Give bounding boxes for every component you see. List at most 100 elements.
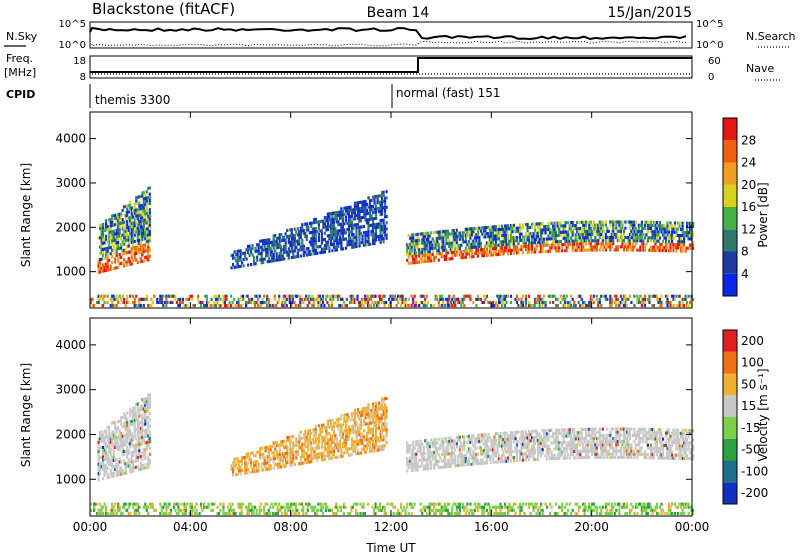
heatmap-cell	[323, 237, 326, 241]
heatmap-cell	[239, 297, 242, 301]
heatmap-cell	[341, 225, 344, 229]
heatmap-cell	[239, 249, 242, 253]
heatmap-cell	[159, 294, 162, 298]
heatmap-cell	[487, 244, 490, 248]
heatmap-cell	[643, 304, 646, 308]
heatmap-cell	[652, 294, 656, 298]
heatmap-cell	[654, 227, 657, 231]
heatmap-cell	[502, 297, 505, 301]
heatmap-cell	[329, 212, 332, 216]
heatmap-cell	[374, 195, 378, 199]
heatmap-cell	[304, 439, 307, 443]
heatmap-cell	[476, 254, 479, 258]
heatmap-cell	[591, 229, 594, 233]
heatmap-cell	[130, 240, 133, 244]
heatmap-cell	[295, 453, 298, 457]
heatmap-cell	[476, 294, 479, 298]
heatmap-cell	[287, 435, 290, 439]
heatmap-cell	[111, 248, 114, 252]
heatmap-cell	[338, 238, 341, 242]
heatmap-cell	[126, 439, 129, 443]
heatmap-cell	[310, 441, 313, 445]
heatmap-cell	[127, 229, 130, 233]
heatmap-cell	[604, 220, 607, 224]
heatmap-cell	[433, 259, 436, 263]
heatmap-cell	[129, 407, 132, 411]
heatmap-cell	[666, 230, 669, 234]
heatmap-cell	[338, 216, 341, 220]
heatmap-cell	[529, 304, 532, 308]
heatmap-cell	[335, 446, 338, 450]
heatmap-cell	[419, 257, 422, 261]
heatmap-cell	[286, 445, 289, 449]
heatmap-cell	[538, 448, 541, 452]
heatmap-cell	[133, 304, 136, 308]
heatmap-cell	[268, 454, 271, 458]
heatmap-cell	[112, 267, 115, 271]
heatmap-cell	[568, 304, 571, 308]
heatmap-cell	[416, 443, 419, 447]
heatmap-cell	[535, 222, 538, 226]
heatmap-cell	[482, 235, 485, 239]
heatmap-cell	[205, 294, 209, 298]
heatmap-cell	[499, 435, 502, 439]
heatmap-cell	[391, 297, 394, 301]
heatmap-cell	[236, 466, 239, 470]
heatmap-cell	[313, 440, 316, 444]
heatmap-cell	[564, 300, 567, 304]
heatmap-cell	[145, 431, 148, 435]
heatmap-cell	[678, 224, 681, 228]
heatmap-cell	[311, 428, 314, 432]
heatmap-cell	[571, 230, 574, 234]
heatmap-cell	[112, 235, 115, 239]
heatmap-cell	[518, 304, 522, 308]
heatmap-cell	[117, 448, 120, 452]
heatmap-cell	[352, 449, 355, 453]
heatmap-cell	[144, 419, 147, 423]
heatmap-cell	[546, 228, 549, 232]
heatmap-cell	[524, 433, 528, 437]
heatmap-cell	[505, 459, 508, 463]
heatmap-cell	[470, 242, 473, 246]
heatmap-cell	[618, 220, 621, 224]
heatmap-cell	[115, 238, 118, 242]
heatmap-cell	[628, 294, 631, 298]
heatmap-cell	[532, 454, 535, 458]
heatmap-cell	[678, 221, 681, 225]
heatmap-cell	[449, 455, 452, 459]
heatmap-cell	[514, 248, 517, 252]
heatmap-cell	[531, 235, 534, 239]
heatmap-cell	[120, 243, 123, 247]
heatmap-cell	[469, 233, 472, 237]
heatmap-cell	[287, 256, 290, 260]
heatmap-cell	[640, 236, 643, 240]
heatmap-cell	[546, 237, 549, 241]
heatmap-cell	[331, 437, 334, 441]
heatmap-cell	[469, 246, 472, 250]
heatmap-cell	[643, 220, 646, 224]
heatmap-cell	[535, 432, 538, 436]
heatmap-cell	[251, 470, 254, 474]
heatmap-cell	[289, 463, 292, 467]
heatmap-cell	[356, 216, 360, 220]
heatmap-cell	[325, 448, 328, 452]
heatmap-cell	[452, 235, 455, 239]
heatmap-cell	[332, 239, 335, 243]
heatmap-cell	[108, 425, 111, 429]
heatmap-cell	[136, 459, 139, 463]
heatmap-cell	[585, 239, 588, 243]
heatmap-cell	[127, 436, 130, 440]
heatmap-cell	[130, 250, 133, 254]
heatmap-cell	[102, 254, 105, 258]
heatmap-cell	[106, 246, 109, 250]
heatmap-cell	[196, 297, 200, 301]
heatmap-cell	[440, 233, 443, 237]
heatmap-cell	[475, 297, 478, 301]
heatmap-cell	[184, 304, 187, 308]
heatmap-cell	[689, 228, 692, 232]
heatmap-cell	[577, 220, 580, 224]
heatmap-cell	[490, 253, 493, 257]
heatmap-cell	[410, 239, 413, 243]
heatmap-cell	[326, 451, 329, 455]
heatmap-cell	[460, 441, 463, 445]
